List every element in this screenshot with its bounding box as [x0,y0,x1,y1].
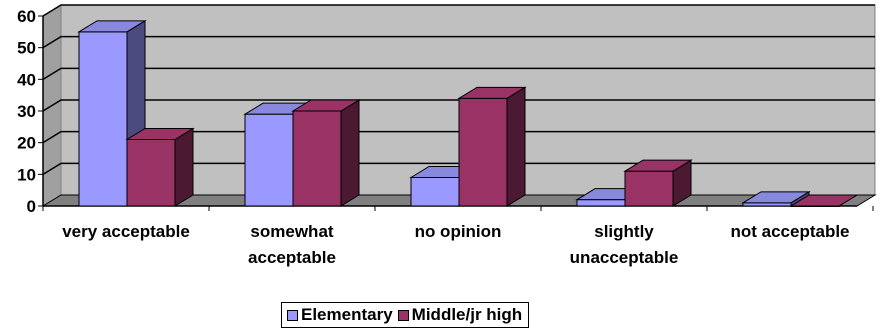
legend-label-elementary: Elementary [301,305,393,324]
bar-top [77,20,147,33]
bar-front [292,110,342,207]
x-axis-category-label-line: slightly [594,222,654,241]
bars [77,19,859,207]
bar-top [291,99,361,112]
bar-middle-jr-high [457,86,527,207]
bar-middle-jr-high [623,159,693,207]
x-axis-category-label: slightly unacceptable [570,222,679,267]
bar-elementary [741,190,811,207]
bar-front [244,113,294,207]
bar-front [126,139,176,207]
x-axis-category-label: no opinion [415,222,502,241]
legend-swatch-middle-jr-high [397,309,409,321]
legend-item-middle-jr-high: Middle/jr high [397,305,523,325]
y-axis-tick-label: 30 [17,102,36,121]
bar-side [340,99,360,207]
y-axis-tick-label: 40 [17,70,36,89]
bar-middle-jr-high [125,127,195,207]
x-axis-category-label-line: very acceptable [62,222,190,241]
gridline [42,162,875,175]
x-axis-category-label: somewhat acceptable [248,222,336,267]
bar-side [174,127,194,207]
legend-label-middle-jr-high: Middle/jr high [411,305,523,324]
x-axis-category-label-line: somewhat [250,222,333,241]
bar-top [457,86,527,99]
legend-swatch-elementary [287,309,298,321]
bar-front [576,199,626,207]
y-axis-tick-label: 60 [17,7,36,26]
gridline [42,67,875,80]
gridline [42,130,875,144]
y-axis-tick-label: 50 [17,39,36,58]
x-axis-category-labels: very acceptable somewhat acceptable no opin… [62,222,849,267]
x-axis-category-label: very acceptable [62,222,190,241]
y-axis-tick-labels: 0 10 20 30 40 50 60 [17,7,36,216]
bar-middle-jr-high [789,194,859,207]
y-axis-tick-label: 0 [27,197,36,216]
gridline [42,4,875,17]
bar-top [789,194,859,207]
bar-top [741,191,811,204]
bar-front [624,170,674,207]
bar-front [78,31,128,207]
gridline [42,35,875,49]
x-axis-category-label: not acceptable [730,222,849,241]
bar-top [125,128,195,140]
y-axis-tick-label: 20 [17,134,36,153]
bar-front [410,177,460,207]
x-axis-category-label-line: not acceptable [730,222,849,241]
legend: Elementary Middle/jr high [281,302,530,328]
bar-top [623,159,693,172]
bar-front [458,97,508,207]
x-axis-category-label-line: unacceptable [570,248,679,267]
x-axis-category-label-line: no opinion [415,222,502,241]
legend-item-elementary: Elementary [287,305,393,325]
bar-middle-jr-high [291,99,361,207]
y-axis-tick-label: 10 [17,165,36,184]
gridline [42,99,875,112]
x-axis-category-label-line: acceptable [248,248,336,267]
gridlines [42,4,875,175]
bar-side [506,86,526,207]
